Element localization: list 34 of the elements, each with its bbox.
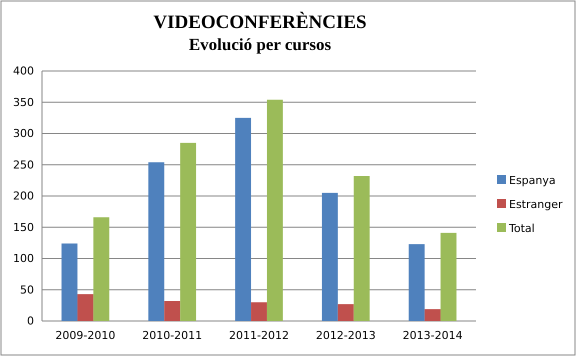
legend-label: Espanya [509,174,556,187]
bar [148,162,164,321]
y-tick-label: 0 [27,314,34,328]
y-tick-label: 350 [13,96,34,109]
x-tick-label: 2013-2014 [402,328,463,342]
y-tick-label: 250 [13,158,34,172]
bar [266,100,283,321]
chart-subtitle: Evolució per cursos [188,35,332,54]
y-tick-label: 400 [13,64,34,78]
x-tick-label: 2012-2013 [316,328,376,342]
bar [424,309,441,321]
bar [62,244,78,321]
x-tick-label: 2010-2011 [142,328,202,342]
bar [322,192,338,321]
bar [440,232,456,321]
legend-label: Total [508,222,535,235]
bar [338,304,354,321]
y-tick-label: 50 [20,283,34,296]
x-tick-label: 2011-2012 [229,328,289,342]
legend-label: Estranger [509,198,563,211]
bar [164,301,180,321]
y-tick-label: 150 [13,220,34,234]
x-tick-label: 2009-2010 [55,328,116,342]
bar [180,142,196,321]
bar [235,118,252,321]
y-tick-label: 300 [13,127,34,140]
chart-title: VIDEOCONFERÈNCIES [153,11,367,33]
bar [93,217,110,321]
bar [354,176,370,321]
y-tick-label: 100 [13,252,34,266]
bar [408,244,425,321]
y-tick-label: 200 [13,190,34,203]
bar [77,294,94,321]
bar [251,302,267,321]
